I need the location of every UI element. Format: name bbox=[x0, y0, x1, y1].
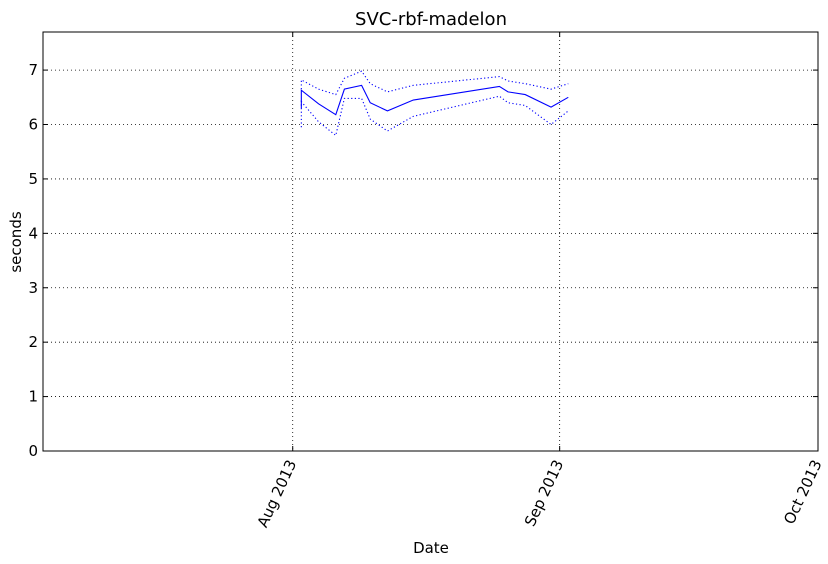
x-axis-label: Date bbox=[413, 539, 449, 557]
y-tick-label: 2 bbox=[28, 333, 38, 351]
y-tick-label: 5 bbox=[28, 170, 38, 188]
series-line-mean bbox=[300, 84, 569, 116]
chart-title: SVC-rbf-madelon bbox=[355, 9, 507, 30]
axis-ticks: 0 1 2 3 4 5 6 7 Aug 2013 Sep 2013 Oct 2013 bbox=[28, 32, 826, 530]
x-tick-label: Aug 2013 bbox=[254, 457, 301, 530]
series-line-upper bbox=[300, 70, 569, 96]
y-tick-label: 6 bbox=[28, 116, 38, 134]
x-tick-label: Sep 2013 bbox=[521, 457, 567, 529]
y-tick-label: 7 bbox=[28, 61, 38, 79]
y-tick-label: 4 bbox=[28, 224, 38, 242]
grid-lines bbox=[43, 32, 819, 452]
series-line-lower bbox=[300, 95, 569, 137]
plot-area bbox=[42, 31, 819, 452]
y-axis-label: seconds bbox=[7, 211, 25, 272]
y-tick-label: 3 bbox=[28, 279, 38, 297]
x-tick-label: Oct 2013 bbox=[780, 457, 825, 527]
y-tick-label: 0 bbox=[28, 442, 38, 460]
series-layer bbox=[300, 70, 569, 137]
y-tick-label: 1 bbox=[28, 388, 38, 406]
